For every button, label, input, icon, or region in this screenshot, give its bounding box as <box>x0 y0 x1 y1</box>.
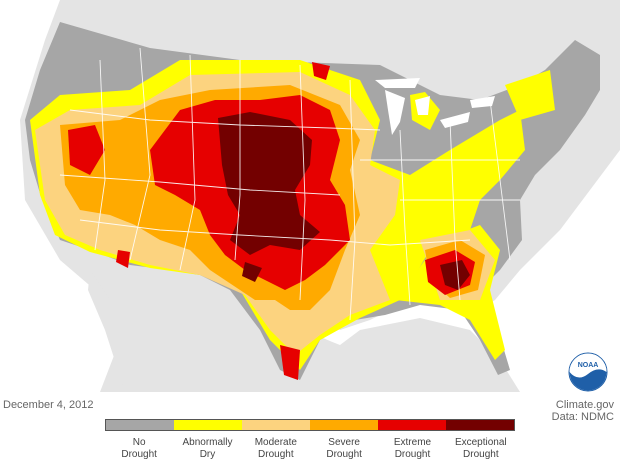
noaa-logo-icon: NOAA <box>568 352 608 392</box>
legend-swatch-exceptional <box>446 420 514 430</box>
credit-data: Data: NDMC <box>551 411 614 423</box>
legend-label-no-drought: No Drought <box>121 437 157 460</box>
legend-color-bar <box>105 419 515 431</box>
drought-map <box>0 0 620 392</box>
legend-swatch-severe <box>310 420 378 430</box>
credit-source: Climate.gov <box>555 399 614 411</box>
legend-swatch-no-drought <box>106 420 174 430</box>
legend-label-moderate: Moderate Drought <box>254 437 297 460</box>
legend-label-severe: Severe Drought <box>326 437 362 460</box>
legend-labels: No Drought Abnormally Dry Moderate Drought … <box>105 437 515 461</box>
legend-swatch-extreme <box>378 420 446 430</box>
legend-label-extreme: Extreme Drought <box>393 437 432 460</box>
legend-swatch-abnormally-dry <box>174 420 242 430</box>
legend-label-abnormally-dry: Abnormally Dry <box>182 437 233 460</box>
noaa-logo-text: NOAA <box>578 362 599 369</box>
map-date: December 4, 2012 <box>3 399 94 411</box>
credit: Climate.gov Data: NDMC <box>552 399 614 423</box>
legend-swatch-moderate <box>242 420 310 430</box>
legend-label-exceptional: Exceptional Drought <box>454 437 507 460</box>
